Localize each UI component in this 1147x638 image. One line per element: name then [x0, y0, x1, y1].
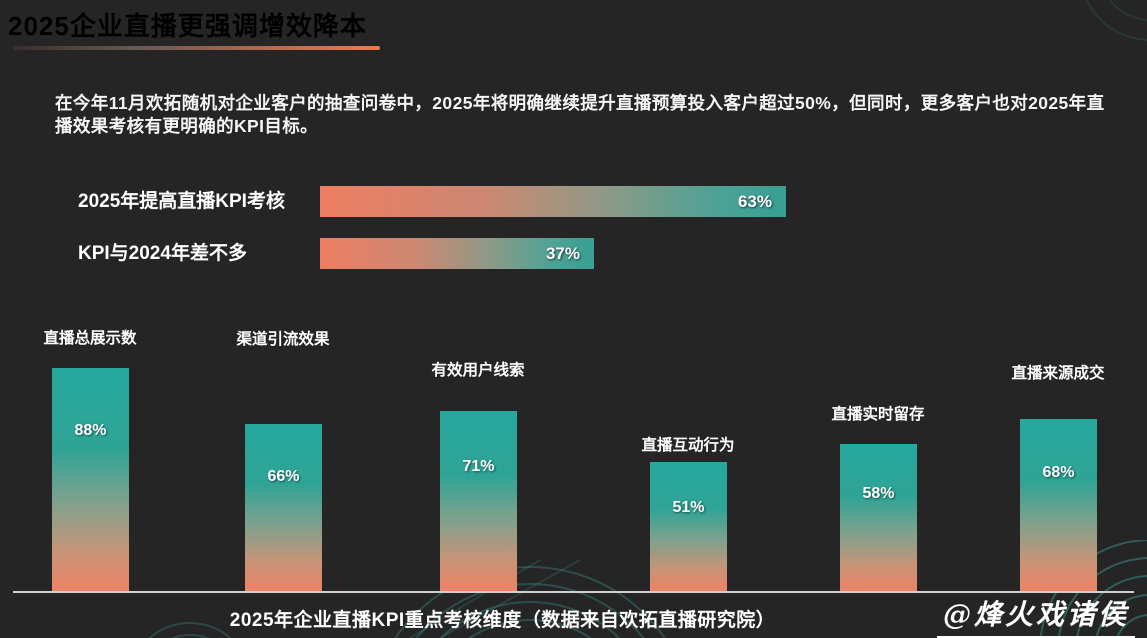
hbar: 63% [320, 186, 786, 217]
vbar-category-label: 有效用户线索 [431, 362, 525, 379]
vbar: 88% [52, 368, 129, 592]
chart-caption: 2025年企业直播KPI重点考核维度（数据来自欢拓直播研究院） [229, 610, 776, 631]
hbar-row: 2025年提高直播KPI考核 63% [0, 186, 1147, 217]
vbar-category-label: 直播互动行为 [641, 437, 735, 454]
vbar: 66% [245, 424, 322, 592]
vbar-value-label: 66% [267, 468, 300, 485]
vbar-category-label: 渠道引流效果 [236, 331, 330, 348]
vbar-category-label: 直播总展示数 [43, 330, 137, 347]
vbar-value-label: 68% [1042, 464, 1075, 481]
page-title: 2025企业直播更强调增效降本 [8, 6, 367, 43]
page-title-accent: 增效降本 [258, 11, 367, 41]
vbar-value-label: 58% [862, 485, 895, 502]
intro-paragraph: 在今年11月欢拓随机对企业客户的抽查问卷中，2025年将明确继续提升直播预算投入… [55, 93, 1105, 136]
vbar: 71% [440, 411, 517, 592]
x-axis-baseline [13, 591, 1134, 593]
vbar-value-label: 51% [672, 499, 705, 516]
hbar-value-label: 63% [737, 192, 772, 211]
page-title-highlight: 2025企业直播更强调 [8, 11, 259, 41]
vbar-value-label: 71% [462, 458, 495, 475]
hbar-value-label: 37% [545, 244, 580, 263]
vbar-value-label: 88% [74, 422, 107, 439]
vbar-category-label: 直播来源成交 [1011, 365, 1105, 382]
vbar: 51% [650, 462, 727, 592]
vbar: 68% [1020, 419, 1097, 592]
author-watermark: @烽火戏诸侯 [936, 593, 1135, 638]
vbar: 58% [840, 444, 917, 592]
decor-circles-top-right [1085, 0, 1147, 41]
hbar-row: KPI与2024年差不多 37% [0, 238, 1147, 269]
title-underline [13, 46, 380, 50]
vbar-category-label: 直播实时留存 [831, 406, 925, 423]
hbar-category-label: 2025年提高直播KPI考核 [78, 191, 285, 212]
hbar: 37% [320, 238, 594, 269]
hbar-category-label: KPI与2024年差不多 [78, 243, 247, 264]
